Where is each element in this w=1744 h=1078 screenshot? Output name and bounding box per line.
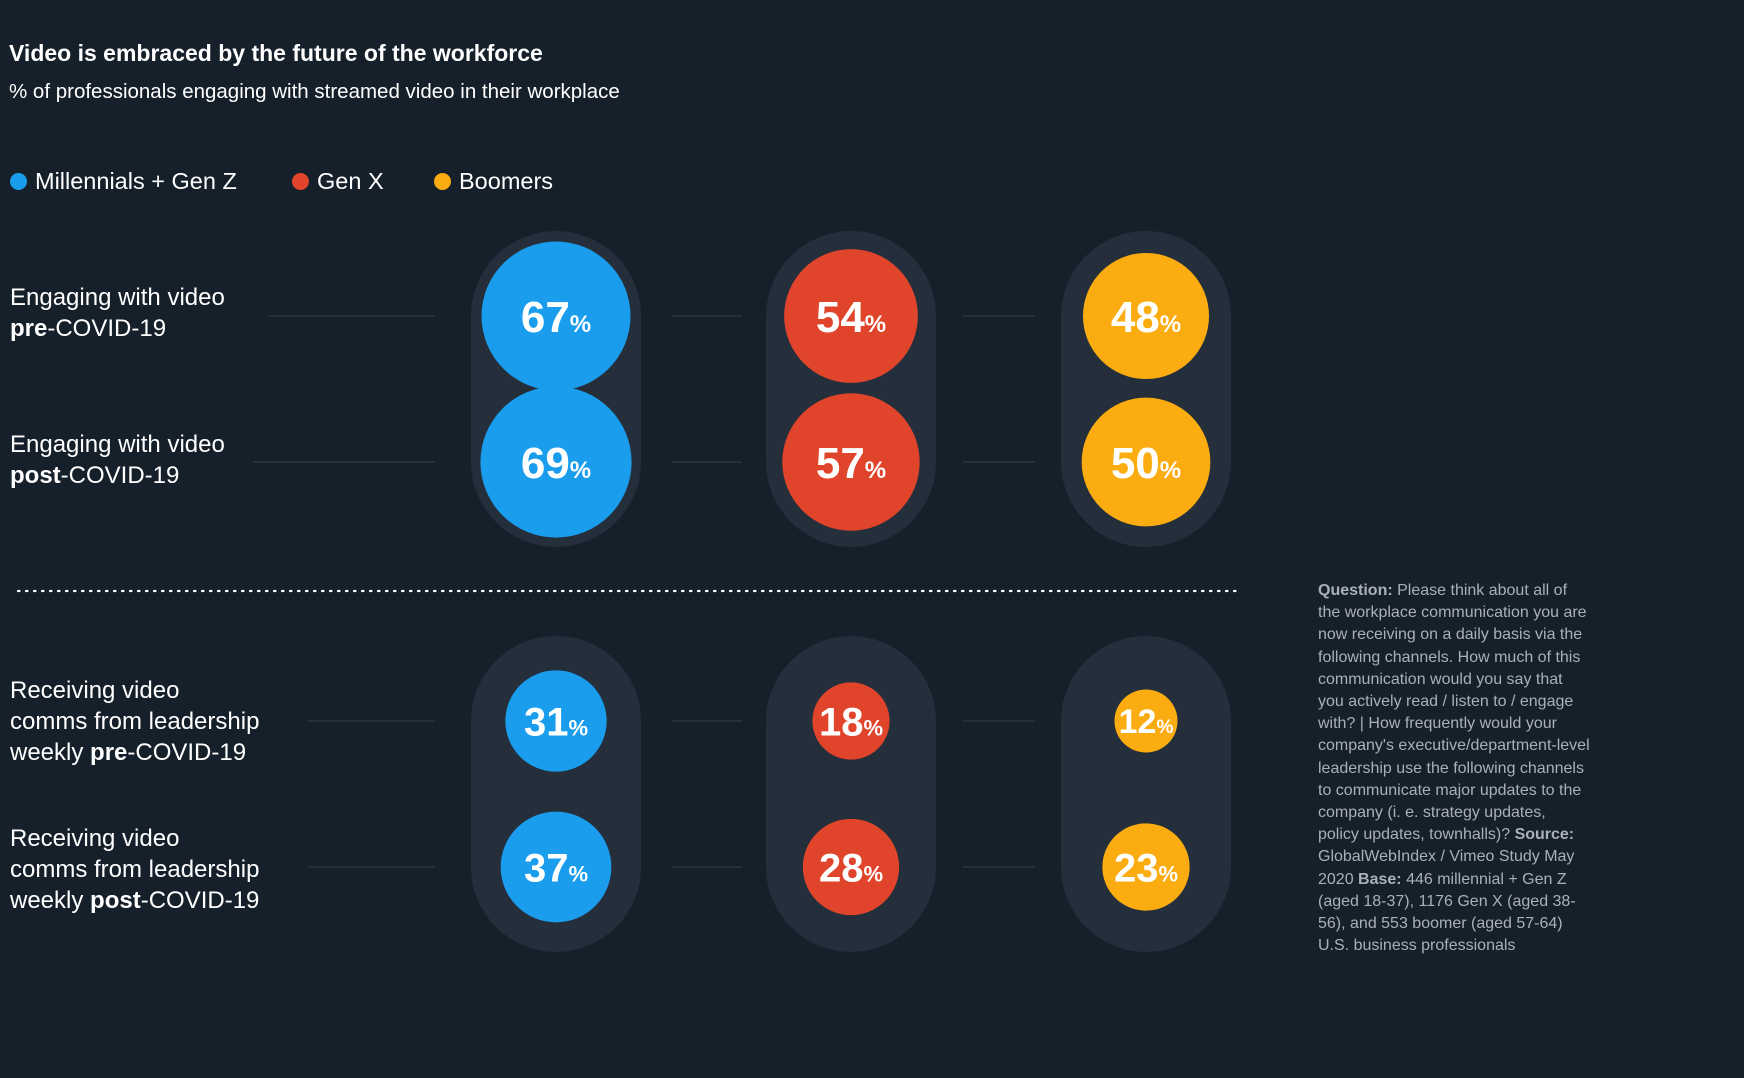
- bubble-value-number: 23: [1114, 846, 1159, 890]
- bubble-value-label: 37%: [524, 846, 588, 890]
- row-label-line: Receiving video: [10, 825, 180, 852]
- bubble-gen-x: [812, 682, 890, 760]
- note-source-label: Source:: [1514, 826, 1575, 844]
- bubble-value-number: 37: [524, 846, 569, 890]
- row-label-engaging-pre: Engaging with video pre-COVID-19: [10, 282, 225, 344]
- row-label-bold: pre: [90, 739, 128, 766]
- bubble-value-label: 67%: [521, 293, 591, 342]
- bubble-value-unit: %: [568, 861, 588, 886]
- row-label-line: comms from leadership: [10, 856, 260, 883]
- note-question-label: Question:: [1318, 582, 1393, 599]
- bubble-value-label: 57%: [816, 439, 886, 488]
- row-label-rest: -COVID-19: [47, 315, 167, 342]
- bubble-value-unit: %: [570, 311, 591, 338]
- row-label-rest: -COVID-19: [60, 462, 180, 489]
- bubble-value-unit: %: [1158, 861, 1178, 886]
- row-label-receiving-post: Receiving video comms from leadership we…: [10, 823, 259, 916]
- bubble-value-unit: %: [1160, 311, 1181, 338]
- bubble-value-number: 31: [524, 700, 569, 744]
- legend-item-boomers: Boomers: [434, 168, 553, 195]
- bubble-value-label: 23%: [1114, 846, 1178, 890]
- bubble-value-number: 28: [819, 846, 864, 890]
- bubble-millennials-gen-z: [505, 670, 607, 772]
- bubble-value-number: 12: [1119, 703, 1157, 741]
- row-label-prefix: weekly: [10, 887, 91, 914]
- bubble-gen-x: [802, 818, 900, 916]
- bubble-value-number: 50: [1111, 439, 1160, 488]
- row-label-rest: -COVID-19: [127, 739, 247, 766]
- bubble-value-label: 12%: [1119, 703, 1174, 741]
- bubble-value-number: 54: [816, 293, 865, 342]
- legend-item-genx: Gen X: [292, 168, 384, 195]
- bubble-value-number: 69: [521, 439, 570, 488]
- bubble-boomers: [1081, 397, 1211, 527]
- bubble-value-unit: %: [865, 457, 886, 484]
- bubble-value-number: 57: [816, 439, 865, 488]
- bubble-gen-x: [784, 249, 918, 383]
- row-label-line: Engaging with video: [10, 431, 225, 458]
- bubble-value-unit: %: [1156, 717, 1173, 738]
- chart-subtitle: % of professionals engaging with streame…: [9, 80, 620, 103]
- bubble-millennials-gen-z: [500, 811, 612, 923]
- bubble-value-label: 28%: [819, 846, 883, 890]
- bubble-boomers: [1082, 252, 1210, 380]
- bubble-value-unit: %: [863, 861, 883, 886]
- bubble-value-number: 48: [1111, 293, 1160, 342]
- legend-label-millennials: Millennials + Gen Z: [35, 168, 237, 194]
- chart-title: Video is embraced by the future of the w…: [9, 40, 543, 66]
- row-label-line: comms from leadership: [10, 708, 260, 735]
- row-label-engaging-post: Engaging with video post-COVID-19: [10, 429, 225, 491]
- row-label-rest: -COVID-19: [140, 887, 260, 914]
- bubble-value-unit: %: [865, 311, 886, 338]
- bubble-boomers: [1114, 689, 1178, 753]
- bubble-value-number: 18: [819, 700, 864, 744]
- legend-label-boomers: Boomers: [459, 168, 554, 194]
- row-label-bold: post: [90, 887, 141, 914]
- bubble-gen-x: [782, 393, 920, 531]
- note-source-text: GlobalWebIndex / Vimeo Study May 2020: [1318, 848, 1575, 888]
- bubble-value-label: 48%: [1111, 293, 1181, 342]
- bubble-value-unit: %: [568, 715, 588, 740]
- bubble-boomers: [1102, 823, 1190, 911]
- bubble-millennials-gen-z: [480, 386, 632, 538]
- bubble-value-number: 67: [521, 293, 570, 342]
- legend-dot-genx: [292, 173, 309, 190]
- legend-dot-boomers: [434, 173, 451, 190]
- note-base-label: Base:: [1358, 870, 1402, 888]
- bubble-value-label: 54%: [816, 293, 886, 342]
- row-label-bold: pre: [10, 315, 48, 342]
- bubble-value-label: 31%: [524, 700, 588, 744]
- row-label-receiving-pre: Receiving video comms from leadership we…: [10, 675, 259, 768]
- bubble-value-label: 69%: [521, 439, 591, 488]
- note-base-text: 446 millennial + Gen Z (aged 18-37), 117…: [1318, 870, 1576, 955]
- row-label-bold: post: [10, 462, 61, 489]
- bubble-value-unit: %: [863, 715, 883, 740]
- bubble-value-unit: %: [570, 457, 591, 484]
- note-question-text: Please think about all of the workplace …: [1318, 582, 1590, 844]
- source-note: Question: Please think about all of the …: [1318, 580, 1590, 957]
- legend-label-genx: Gen X: [317, 168, 384, 194]
- row-label-line: Receiving video: [10, 677, 180, 704]
- row-label-prefix: weekly: [10, 739, 91, 766]
- row-label-line: Engaging with video: [10, 284, 225, 311]
- bubble-value-unit: %: [1160, 457, 1181, 484]
- legend-dot-millennials: [10, 173, 27, 190]
- bubble-value-label: 18%: [819, 700, 883, 744]
- bubble-value-label: 50%: [1111, 439, 1181, 488]
- bubble-millennials-gen-z: [481, 241, 631, 391]
- legend-item-millennials: Millennials + Gen Z: [10, 168, 237, 195]
